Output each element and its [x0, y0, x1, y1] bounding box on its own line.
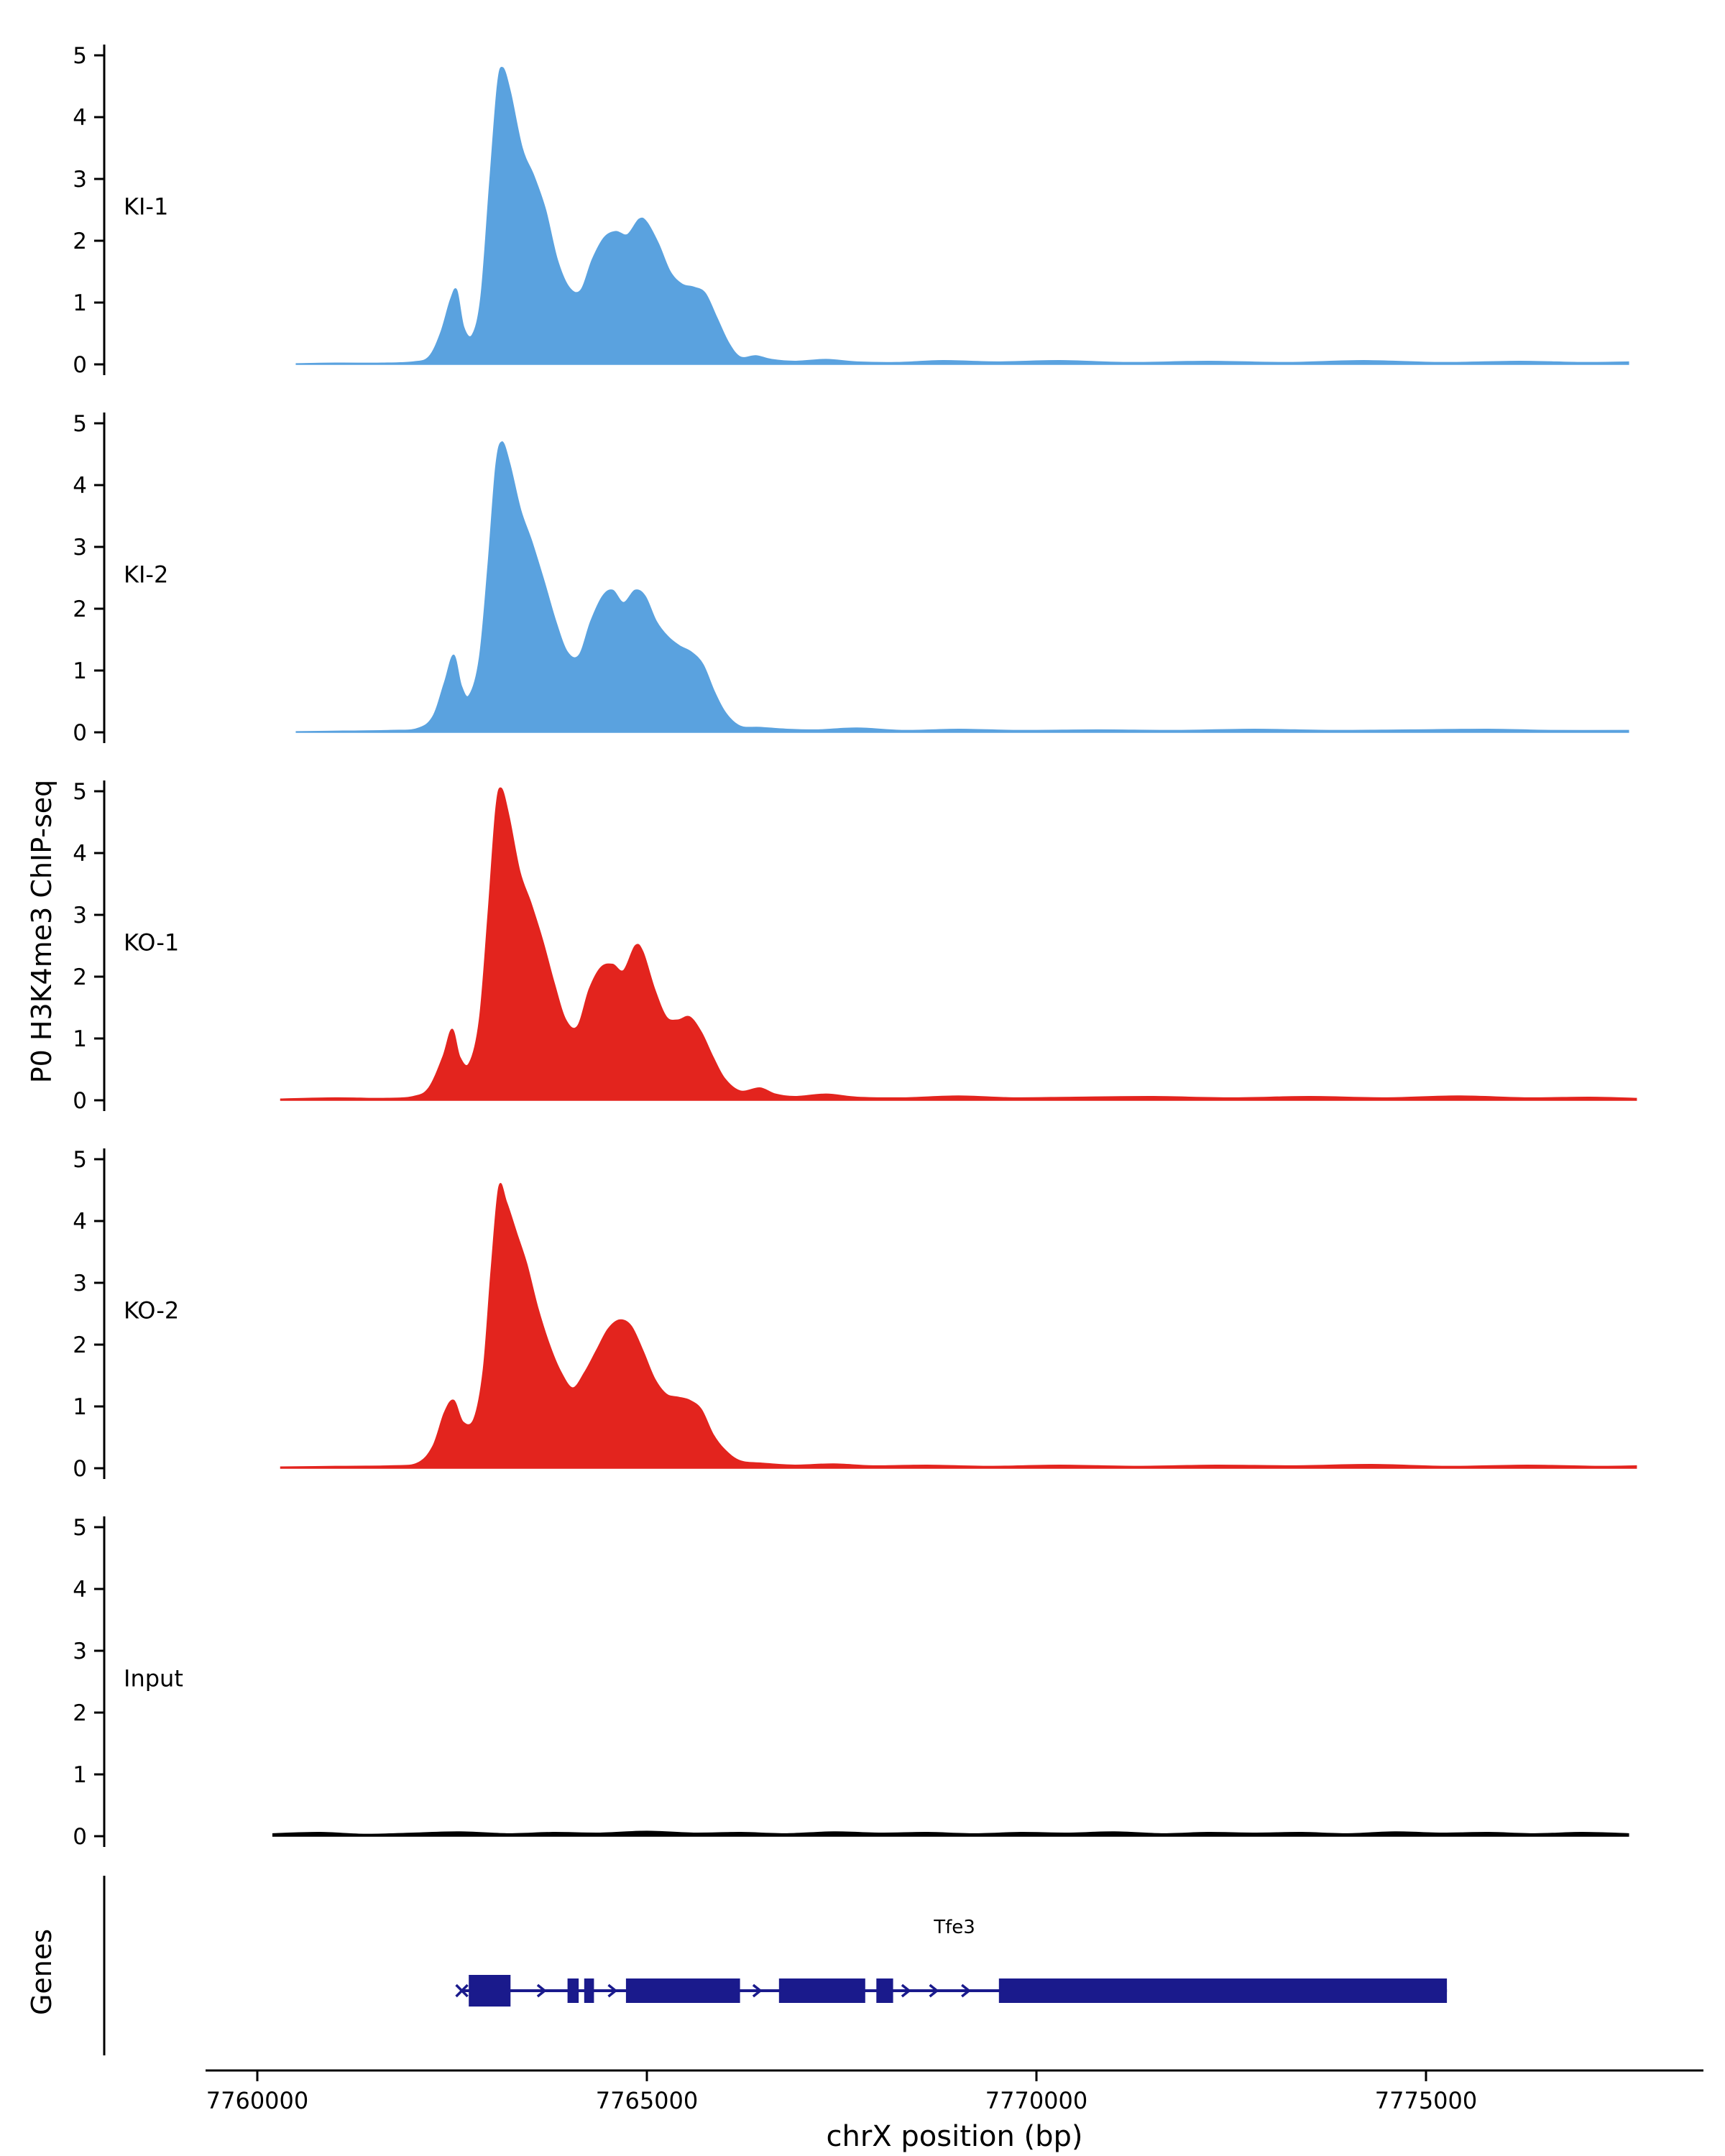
track-KO-1: 0 1 2 3 4 5 KO-1 [73, 779, 1637, 1114]
y-tick-label: 5 [73, 43, 87, 69]
y-tick-label: 5 [73, 1515, 87, 1541]
strand-arrow-icon [929, 1984, 939, 1998]
y-tick-label: 4 [73, 1209, 87, 1235]
y-tick-label: 3 [73, 903, 87, 929]
gene-exon [876, 1978, 893, 2003]
strand-arrow-icon [961, 1984, 972, 1998]
y-tick-label: 4 [73, 1577, 87, 1603]
strand-arrow-icon [536, 1984, 547, 1998]
strand-arrow-icon [752, 1984, 763, 1998]
track-label: KO-1 [124, 929, 179, 957]
gene-exon [778, 1978, 865, 2003]
y-tick-label: 3 [73, 167, 87, 193]
y-tick-label: 1 [73, 1762, 87, 1788]
genes-track: Tfe3 [103, 1876, 1448, 2055]
signal-area [295, 67, 1629, 365]
y-tick-label: 3 [73, 1271, 87, 1296]
y-tick-label: 5 [73, 1147, 87, 1173]
y-tick-label: 2 [73, 964, 87, 990]
track-KI-1: 0 1 2 3 4 5 KI-1 [73, 43, 1629, 378]
y-tick-label: 2 [73, 1332, 87, 1358]
gene-exon [998, 1978, 1448, 2003]
track-label: KI-2 [124, 561, 168, 589]
track-KO-2: 0 1 2 3 4 5 KO-2 [73, 1147, 1637, 1482]
x-axis: chrX position (bp) 7760000 7765000 7770000… [206, 2069, 1703, 2153]
y-tick-label: 1 [73, 1394, 87, 1420]
y-tick-label: 1 [73, 290, 87, 316]
y-tick-label: 0 [73, 352, 87, 378]
gene-exon [469, 1975, 511, 2007]
gene-name-label: Tfe3 [933, 1917, 975, 1938]
signal-area [280, 1183, 1637, 1469]
track-Input: 0 1 2 3 4 5 Input [73, 1515, 1629, 1850]
track-label: Input [124, 1665, 183, 1692]
y-tick-label: 0 [73, 720, 87, 746]
gene-exon [625, 1978, 740, 2003]
strand-arrow-icon [607, 1984, 618, 1998]
y-tick-label: 4 [73, 841, 87, 867]
y-tick-label: 3 [73, 535, 87, 561]
track-label: KI-1 [124, 193, 168, 221]
y-tick-label: 1 [73, 658, 87, 684]
x-tick-label: 7775000 [1375, 2087, 1478, 2114]
gene-exon [567, 1978, 579, 2003]
signal-area [272, 1830, 1629, 1837]
y-tick-label: 0 [73, 1456, 87, 1482]
y-tick-label: 2 [73, 1700, 87, 1726]
gene-exon [584, 1978, 594, 2003]
track-label: KO-2 [124, 1297, 179, 1325]
strand-arrow-icon [901, 1984, 911, 1998]
tracks-container: 0 1 2 3 4 5 KI-1 0 1 2 3 4 5 KI-2 0 1 2 3 4 5 KO-1 0 1 2 3 4 5 KO-2… [0, 27, 1725, 1866]
x-axis-title: chrX position (bp) [826, 2120, 1082, 2153]
y-tick-label: 4 [73, 105, 87, 131]
x-tick-label: 7760000 [206, 2087, 309, 2114]
y-tick-label: 0 [73, 1824, 87, 1850]
gene-start-marker [455, 1984, 469, 1998]
track-KI-2: 0 1 2 3 4 5 KI-2 [73, 411, 1629, 746]
y-tick-label: 3 [73, 1639, 87, 1664]
signal-area [280, 787, 1637, 1101]
y-tick-label: 0 [73, 1088, 87, 1114]
y-tick-label: 5 [73, 411, 87, 437]
x-tick-label: 7765000 [596, 2087, 699, 2114]
signal-area [295, 441, 1629, 733]
y-tick-label: 4 [73, 473, 87, 499]
y-tick-label: 5 [73, 779, 87, 805]
y-tick-label: 1 [73, 1026, 87, 1052]
x-tick-label: 7770000 [985, 2087, 1088, 2114]
y-tick-label: 2 [73, 596, 87, 622]
y-tick-label: 2 [73, 229, 87, 254]
